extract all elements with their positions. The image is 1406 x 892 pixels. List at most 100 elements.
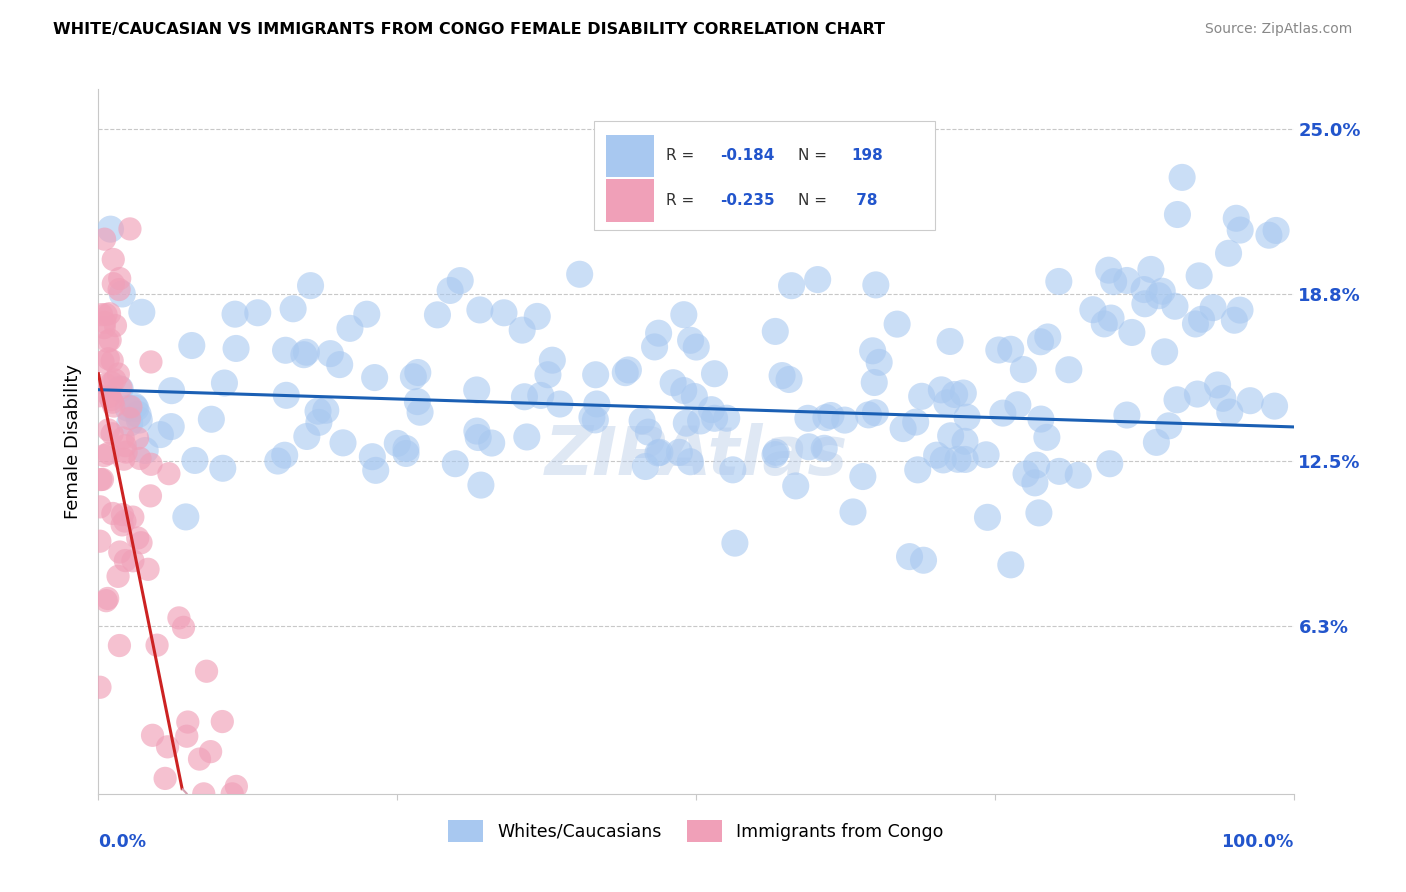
Point: [1028, 506, 1050, 520]
Point: [797, 440, 820, 454]
Point: [273, 448, 295, 462]
Point: [329, 358, 352, 372]
Point: [128, 413, 150, 427]
Point: [426, 308, 449, 322]
Point: [129, 451, 152, 466]
Point: [127, 531, 149, 545]
Point: [974, 448, 997, 462]
Point: [225, 780, 247, 794]
Point: [797, 411, 820, 425]
Point: [530, 388, 553, 402]
Point: [319, 346, 342, 360]
Point: [200, 412, 222, 426]
Point: [97, 591, 120, 606]
Point: [1229, 223, 1251, 237]
Point: [117, 401, 139, 416]
Point: [946, 452, 969, 467]
Text: R =: R =: [666, 193, 699, 208]
Point: [131, 305, 153, 319]
Point: [364, 463, 387, 477]
Point: [118, 411, 141, 425]
Text: WHITE/CAUCASIAN VS IMMIGRANTS FROM CONGO FEMALE DISABILITY CORRELATION CHART: WHITE/CAUCASIAN VS IMMIGRANTS FROM CONGO…: [53, 22, 886, 37]
Point: [1024, 475, 1046, 490]
Point: [858, 408, 880, 422]
Point: [1140, 262, 1163, 277]
Point: [834, 413, 856, 427]
Point: [98, 333, 121, 347]
Point: [104, 373, 127, 387]
Point: [160, 419, 183, 434]
Point: [101, 426, 124, 441]
Point: [1144, 435, 1167, 450]
Point: [211, 714, 233, 729]
Point: [1067, 468, 1090, 483]
Point: [112, 452, 135, 467]
Point: [585, 368, 607, 382]
Text: N =: N =: [797, 148, 831, 163]
Point: [953, 452, 976, 467]
Point: [295, 429, 318, 443]
Point: [267, 454, 290, 468]
Point: [1015, 467, 1038, 481]
Point: [276, 388, 298, 402]
Point: [1157, 418, 1180, 433]
Point: [548, 397, 571, 411]
Point: [813, 442, 835, 456]
Point: [160, 384, 183, 398]
Point: [814, 410, 837, 425]
Point: [1116, 408, 1139, 422]
Point: [193, 787, 215, 801]
Point: [184, 453, 207, 467]
Point: [465, 383, 488, 397]
Point: [1098, 263, 1121, 277]
Point: [1036, 330, 1059, 344]
Point: [90, 473, 112, 487]
FancyBboxPatch shape: [595, 121, 935, 230]
Point: [246, 306, 269, 320]
Point: [935, 396, 957, 410]
Point: [1152, 284, 1174, 298]
Point: [127, 408, 149, 422]
Text: N =: N =: [797, 193, 831, 208]
Point: [863, 376, 886, 390]
Point: [952, 386, 974, 401]
Point: [100, 222, 122, 236]
Point: [406, 394, 429, 409]
Point: [97, 423, 120, 437]
Point: [141, 728, 163, 742]
Point: [780, 278, 803, 293]
Point: [785, 479, 807, 493]
Point: [103, 252, 125, 267]
Point: [122, 554, 145, 568]
Point: [225, 342, 247, 356]
Point: [911, 389, 934, 403]
Point: [637, 425, 659, 439]
Point: [91, 355, 114, 369]
Text: ZIPAtlas: ZIPAtlas: [544, 423, 848, 489]
Point: [94, 308, 117, 322]
Point: [115, 445, 138, 459]
Point: [124, 399, 146, 413]
Point: [898, 549, 921, 564]
Point: [173, 620, 195, 634]
Point: [647, 446, 669, 460]
Point: [724, 536, 747, 550]
Point: [111, 287, 134, 301]
Point: [634, 459, 657, 474]
Point: [91, 472, 114, 486]
Point: [153, 772, 176, 786]
Point: [395, 446, 418, 460]
Point: [1133, 283, 1156, 297]
FancyBboxPatch shape: [606, 135, 654, 178]
Point: [356, 307, 378, 321]
Point: [221, 787, 243, 801]
Point: [1147, 289, 1170, 303]
Point: [1000, 343, 1022, 357]
Point: [98, 307, 121, 321]
Point: [406, 366, 429, 380]
Point: [363, 370, 385, 384]
Point: [110, 381, 132, 395]
Point: [112, 431, 135, 445]
Point: [93, 232, 115, 246]
Point: [1188, 268, 1211, 283]
